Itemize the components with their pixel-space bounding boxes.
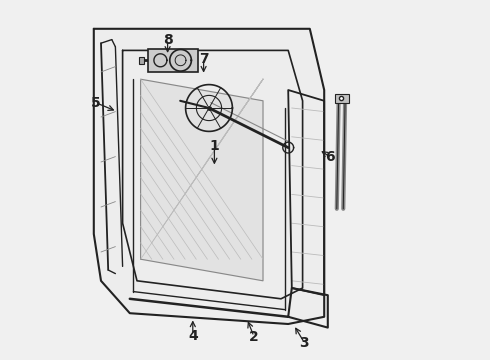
- Polygon shape: [94, 29, 324, 324]
- Bar: [148, 49, 198, 72]
- Text: 5: 5: [91, 96, 100, 109]
- Bar: [335, 94, 349, 103]
- Text: 7: 7: [199, 53, 208, 66]
- Text: 4: 4: [188, 329, 197, 342]
- Text: 1: 1: [210, 139, 220, 153]
- Polygon shape: [141, 79, 263, 281]
- Bar: [139, 57, 144, 64]
- Text: 3: 3: [299, 336, 309, 350]
- Text: 6: 6: [325, 150, 334, 163]
- Text: 2: 2: [249, 330, 259, 343]
- Text: 8: 8: [163, 33, 172, 46]
